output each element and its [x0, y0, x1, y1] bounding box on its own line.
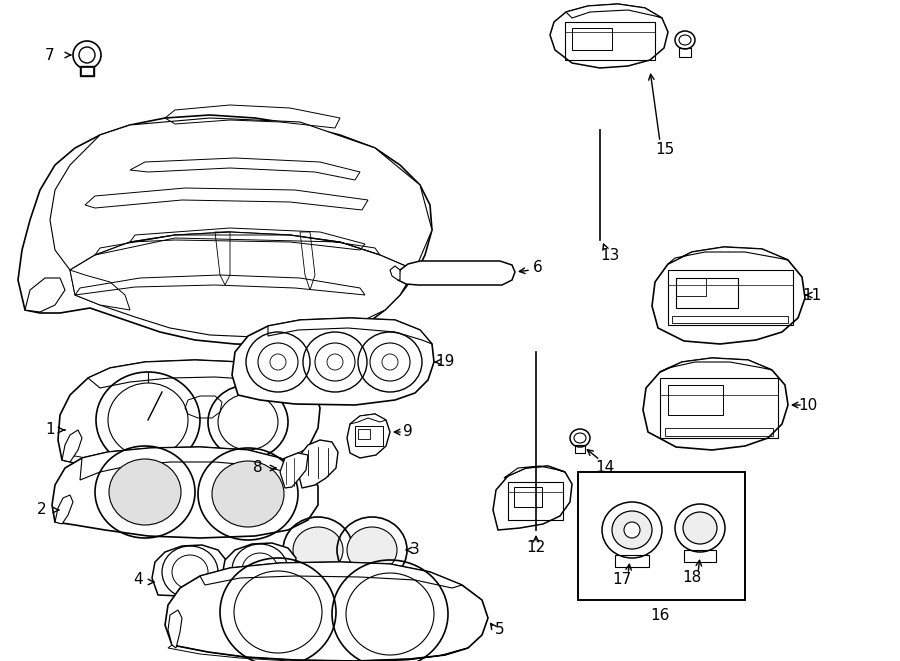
Bar — [684, 550, 716, 562]
Text: 7: 7 — [45, 48, 55, 63]
Polygon shape — [504, 466, 565, 478]
Text: 13: 13 — [600, 247, 620, 262]
Bar — [578, 472, 745, 600]
Bar — [672, 316, 788, 323]
Ellipse shape — [347, 527, 397, 573]
Bar — [572, 28, 612, 50]
Polygon shape — [268, 318, 432, 344]
Polygon shape — [165, 562, 488, 661]
Bar — [514, 487, 542, 507]
Polygon shape — [52, 447, 318, 538]
Polygon shape — [643, 358, 788, 450]
Text: 3: 3 — [410, 543, 420, 557]
Polygon shape — [390, 266, 400, 280]
Polygon shape — [298, 440, 338, 488]
Polygon shape — [168, 610, 182, 648]
Bar — [81, 67, 93, 75]
Polygon shape — [50, 118, 432, 270]
Text: 12: 12 — [526, 541, 545, 555]
Polygon shape — [62, 448, 308, 478]
Bar — [679, 48, 691, 57]
Polygon shape — [88, 360, 315, 392]
Polygon shape — [70, 232, 415, 337]
Bar — [676, 278, 706, 296]
Polygon shape — [398, 261, 515, 285]
Bar — [615, 555, 649, 567]
Text: 19: 19 — [436, 354, 454, 369]
Ellipse shape — [612, 511, 652, 549]
Ellipse shape — [212, 461, 284, 527]
Polygon shape — [660, 358, 772, 372]
Bar — [575, 445, 585, 453]
Text: 9: 9 — [403, 424, 413, 440]
Text: 6: 6 — [533, 260, 543, 276]
Ellipse shape — [293, 527, 343, 573]
Polygon shape — [18, 115, 432, 345]
Text: 16: 16 — [651, 607, 670, 623]
Polygon shape — [493, 466, 572, 530]
Text: 1: 1 — [45, 422, 55, 438]
Ellipse shape — [624, 522, 640, 538]
Bar — [565, 22, 655, 60]
Text: 18: 18 — [682, 570, 702, 586]
Polygon shape — [152, 545, 226, 596]
Polygon shape — [70, 270, 130, 310]
Bar — [358, 429, 370, 439]
Text: 10: 10 — [798, 397, 817, 412]
Ellipse shape — [675, 31, 695, 49]
Polygon shape — [347, 414, 390, 458]
Polygon shape — [566, 4, 662, 18]
Bar — [80, 66, 94, 76]
Ellipse shape — [109, 459, 181, 525]
Text: 11: 11 — [803, 288, 822, 303]
Polygon shape — [668, 247, 788, 264]
Text: 4: 4 — [133, 572, 143, 588]
Polygon shape — [550, 4, 668, 68]
Polygon shape — [58, 360, 320, 478]
Polygon shape — [25, 278, 65, 312]
Bar — [508, 482, 563, 520]
Polygon shape — [80, 447, 305, 480]
Bar — [676, 278, 738, 308]
Bar — [665, 428, 773, 436]
Text: 17: 17 — [612, 572, 632, 588]
Text: 8: 8 — [253, 461, 263, 475]
Polygon shape — [350, 414, 386, 424]
Text: 15: 15 — [655, 143, 675, 157]
Polygon shape — [55, 495, 73, 524]
Bar — [668, 385, 723, 415]
Bar — [355, 426, 383, 446]
Polygon shape — [652, 247, 805, 344]
Polygon shape — [222, 543, 296, 594]
Polygon shape — [62, 430, 82, 462]
Text: 5: 5 — [495, 623, 505, 637]
Ellipse shape — [570, 429, 590, 447]
Text: 14: 14 — [596, 461, 615, 475]
Ellipse shape — [683, 512, 717, 544]
Ellipse shape — [73, 41, 101, 69]
Text: 2: 2 — [37, 502, 47, 518]
Polygon shape — [232, 318, 434, 405]
Polygon shape — [280, 453, 308, 488]
Polygon shape — [200, 562, 462, 588]
Bar — [660, 378, 778, 438]
Bar — [668, 270, 793, 325]
